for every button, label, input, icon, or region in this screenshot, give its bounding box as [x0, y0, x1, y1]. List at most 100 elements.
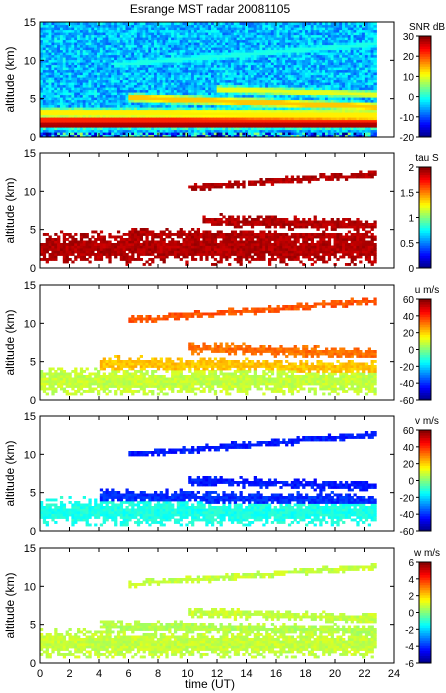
- heatmap-cell: [142, 74, 147, 78]
- heatmap-cell: [265, 107, 269, 111]
- heatmap-cell: [131, 132, 135, 136]
- heatmap-cell: [325, 102, 329, 106]
- heatmap-cell: [211, 102, 215, 106]
- heatmap-cell: [333, 57, 337, 61]
- heatmap-cell: [108, 62, 112, 66]
- heatmap-cell: [65, 119, 70, 123]
- heatmap-cell: [339, 69, 343, 73]
- heatmap-cell: [139, 22, 144, 26]
- heatmap-cell: [102, 112, 107, 116]
- heatmap-cell: [307, 54, 312, 58]
- heatmap-cell: [262, 117, 266, 121]
- heatmap-cell: [319, 42, 323, 46]
- heatmap-cell: [142, 127, 147, 131]
- heatmap-cell: [330, 74, 335, 78]
- heatmap-cell: [122, 107, 127, 111]
- heatmap-cell: [222, 117, 226, 121]
- heatmap-cell: [85, 129, 90, 133]
- heatmap-cell: [233, 122, 238, 126]
- heatmap-cell: [74, 99, 78, 103]
- heatmap-cell: [302, 29, 306, 33]
- heatmap-cell: [111, 107, 115, 111]
- heatmap-cell: [202, 122, 206, 126]
- heatmap-cell: [168, 72, 172, 76]
- heatmap-cell: [228, 127, 232, 131]
- heatmap-cell: [250, 72, 255, 76]
- heatmap-cell: [136, 39, 141, 43]
- heatmap-cell: [268, 87, 272, 91]
- heatmap-cell: [136, 27, 141, 31]
- heatmap-cell: [111, 42, 115, 46]
- heatmap-cell: [259, 62, 263, 66]
- heatmap-cell: [248, 27, 252, 31]
- heatmap-cell: [148, 117, 152, 121]
- heatmap-cell: [111, 59, 115, 63]
- heatmap-cell: [233, 34, 238, 38]
- heatmap-cell: [102, 39, 107, 43]
- heatmap-cell: [336, 47, 340, 51]
- heatmap-cell: [156, 72, 161, 76]
- heatmap-cell: [48, 124, 52, 128]
- heatmap-cell: [285, 104, 289, 108]
- heatmap-cell: [116, 37, 121, 41]
- heatmap-cell: [327, 72, 332, 76]
- heatmap-cell: [68, 89, 72, 93]
- heatmap-cell: [316, 37, 320, 41]
- heatmap-cell: [42, 22, 47, 26]
- heatmap-cell: [270, 49, 275, 53]
- heatmap-cell: [108, 109, 112, 113]
- heatmap-cell: [79, 122, 84, 126]
- heatmap-cell: [114, 87, 118, 91]
- heatmap-cell: [236, 134, 241, 137]
- heatmap-cell: [310, 112, 315, 116]
- heatmap-cell: [79, 134, 84, 137]
- heatmap-cell: [40, 64, 44, 68]
- heatmap-cell: [199, 107, 204, 111]
- heatmap-cell: [279, 114, 283, 118]
- heatmap-cell: [336, 129, 340, 133]
- heatmap-cell: [319, 64, 323, 68]
- heatmap-cell: [139, 62, 144, 66]
- heatmap-cell: [344, 92, 349, 96]
- heatmap-cell: [48, 77, 52, 81]
- heatmap-cell: [310, 22, 315, 26]
- heatmap-cell: [62, 62, 67, 66]
- heatmap-cell: [99, 104, 104, 108]
- heatmap-cell: [242, 87, 246, 91]
- heatmap-cell: [105, 97, 109, 101]
- heatmap-cell: [230, 69, 235, 73]
- heatmap-cell: [236, 109, 241, 113]
- heatmap-cell: [173, 82, 178, 86]
- heatmap-cell: [193, 32, 198, 36]
- heatmap-cell: [239, 112, 243, 116]
- heatmap-cell: [176, 72, 181, 76]
- heatmap-cell: [165, 27, 169, 31]
- heatmap-cell: [344, 59, 349, 63]
- heatmap-cell: [48, 22, 52, 26]
- heatmap-cell: [233, 79, 238, 83]
- heatmap-cell: [270, 132, 275, 136]
- heatmap-cell: [145, 109, 149, 113]
- heatmap-cell: [319, 107, 323, 111]
- heatmap-cell: [256, 112, 261, 116]
- heatmap-cell: [199, 122, 204, 126]
- heatmap-cell: [159, 104, 164, 108]
- heatmap-cell: [134, 72, 138, 76]
- heatmap-cell: [259, 129, 263, 133]
- heatmap-cell: [128, 59, 132, 63]
- heatmap-cell: [228, 32, 232, 36]
- heatmap-cell: [202, 92, 206, 96]
- heatmap-cell: [139, 97, 144, 101]
- heatmap-cell: [108, 87, 112, 91]
- heatmap-cell: [54, 44, 58, 48]
- heatmap-cell: [62, 127, 67, 131]
- heatmap-cell: [342, 82, 346, 86]
- heatmap-cell: [51, 87, 55, 91]
- heatmap-cell: [307, 79, 312, 83]
- heatmap-cell: [185, 72, 189, 76]
- heatmap-cell: [134, 104, 138, 108]
- heatmap-cell: [79, 54, 84, 58]
- heatmap-cell: [219, 102, 223, 106]
- heatmap-cell: [134, 27, 138, 31]
- heatmap-cell: [233, 44, 238, 48]
